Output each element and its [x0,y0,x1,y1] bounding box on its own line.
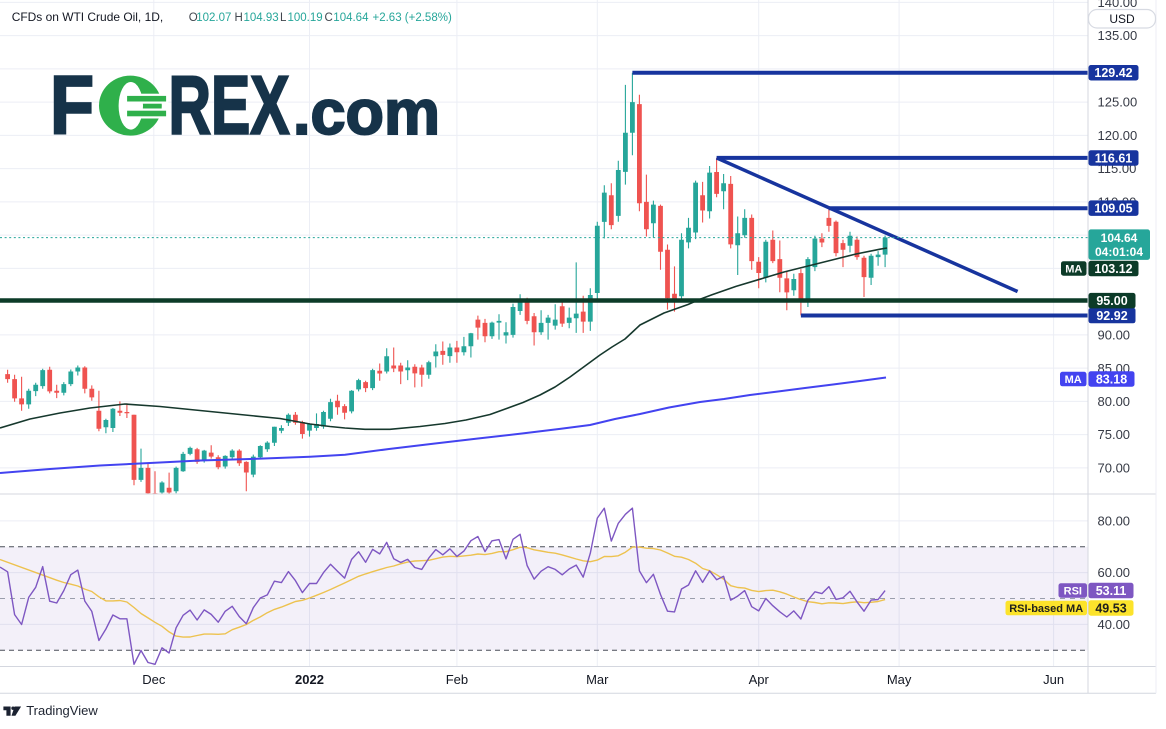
svg-text:83.18: 83.18 [1096,372,1127,386]
svg-text:75.00: 75.00 [1098,427,1131,442]
svg-text:TradingView: TradingView [26,703,98,718]
svg-text:MA: MA [1065,264,1082,276]
svg-text:RSI: RSI [1064,586,1082,598]
svg-text:RSI-based MA: RSI-based MA [1009,603,1083,615]
svg-text:May: May [887,672,912,687]
svg-text:F: F [50,59,94,152]
svg-text:104.64: 104.64 [333,12,369,24]
svg-text:70.00: 70.00 [1098,461,1131,476]
svg-text:Dec: Dec [142,672,166,687]
svg-text:120.00: 120.00 [1098,128,1138,143]
svg-text:125.00: 125.00 [1098,95,1138,110]
svg-text:135.00: 135.00 [1098,28,1138,43]
svg-text:60.00: 60.00 [1098,565,1131,580]
svg-text:Feb: Feb [446,672,468,687]
svg-text:.com: .com [293,78,440,148]
svg-text:80.00: 80.00 [1098,394,1131,409]
svg-text:104.64: 104.64 [1101,231,1138,245]
svg-text:CFDs on WTI Crude Oil, 1D,: CFDs on WTI Crude Oil, 1D, [12,10,164,24]
svg-text:102.07: 102.07 [196,12,231,24]
svg-text:103.12: 103.12 [1094,262,1132,276]
svg-text:40.00: 40.00 [1098,617,1131,632]
svg-text:109.05: 109.05 [1094,202,1132,216]
svg-text:92.92: 92.92 [1096,309,1127,323]
svg-text:USD: USD [1109,12,1135,26]
svg-text:04:01:04: 04:01:04 [1095,245,1143,259]
svg-text:C: C [325,12,333,24]
svg-text:H: H [235,12,243,24]
svg-text:2022: 2022 [295,672,324,687]
svg-text:80.00: 80.00 [1098,514,1131,529]
svg-text:O: O [189,12,198,24]
svg-text:104.93: 104.93 [244,12,279,24]
svg-text:REX: REX [169,59,290,152]
svg-text:L: L [280,12,287,24]
svg-text:Mar: Mar [586,672,609,687]
svg-text:Apr: Apr [749,672,770,687]
svg-text:Jun: Jun [1043,672,1064,687]
svg-text:MA: MA [1065,374,1082,386]
svg-text:90.00: 90.00 [1098,328,1131,343]
svg-text:129.42: 129.42 [1094,66,1132,80]
svg-text:49.53: 49.53 [1095,601,1126,615]
svg-text:140.00: 140.00 [1098,0,1138,10]
svg-text:95.00: 95.00 [1096,294,1127,308]
svg-text:+2.63 (+2.58%): +2.63 (+2.58%) [373,12,452,24]
svg-text:53.11: 53.11 [1096,584,1127,598]
svg-text:116.61: 116.61 [1095,151,1133,165]
svg-text:100.19: 100.19 [288,12,323,24]
